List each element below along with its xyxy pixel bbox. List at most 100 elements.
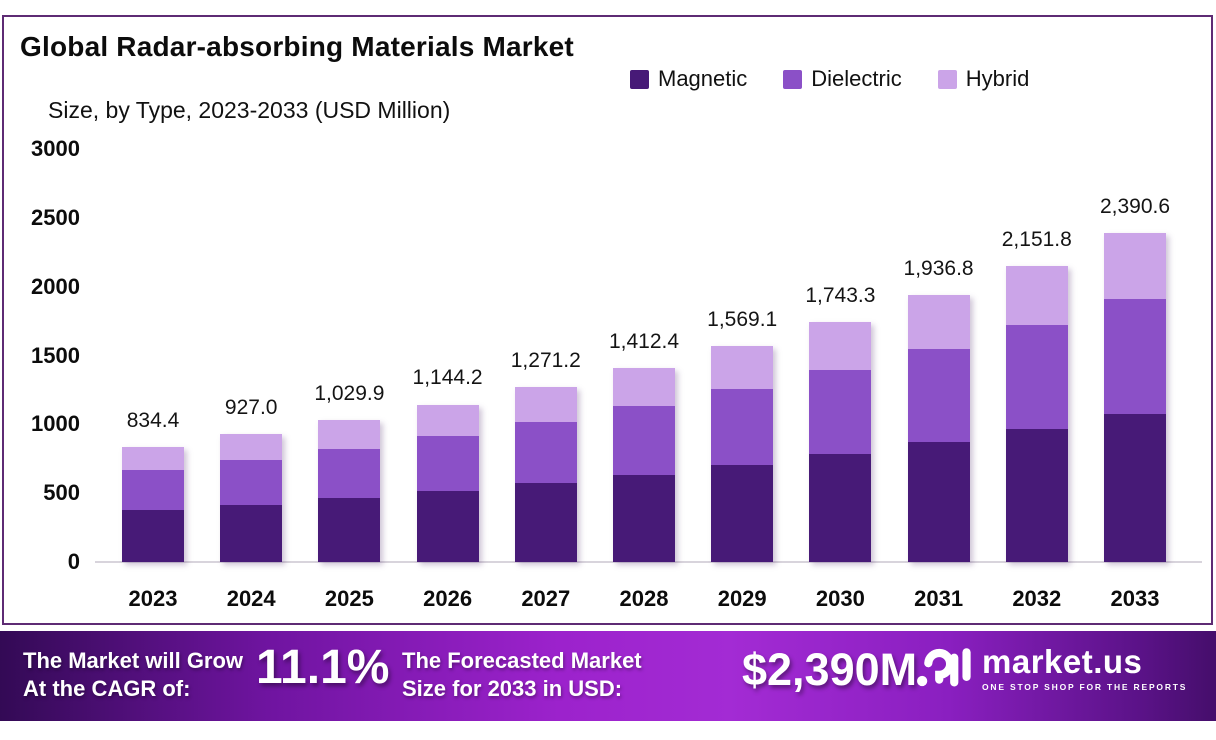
x-axis-label-2030: 2030 xyxy=(815,586,865,611)
y-axis-tick-1000: 1000 xyxy=(31,411,80,437)
bar-group-2033: 2,390.6 2033 xyxy=(1100,149,1170,611)
bar-segment-magnetic-2031 xyxy=(907,442,970,562)
bar-segment-dielectric-2025 xyxy=(318,448,381,499)
bar-segment-dielectric-2029 xyxy=(711,389,774,465)
total-label-2028: 1,412.4 xyxy=(608,329,680,353)
bar-segment-hybrid-2027 xyxy=(514,387,577,423)
y-axis-tick-2000: 2000 xyxy=(31,273,80,299)
bar-segment-dielectric-2031 xyxy=(907,348,970,443)
legend-swatch-dielectric xyxy=(783,69,803,89)
marketus-logo-tagline: ONE STOP SHOP FOR THE REPORTS xyxy=(982,682,1188,692)
x-axis-label-2025: 2025 xyxy=(324,586,374,611)
bar-segment-magnetic-2024 xyxy=(220,504,283,562)
bar-group-2025: 1,029.9 2025 xyxy=(314,149,384,611)
y-axis-tick-3000: 3000 xyxy=(31,136,80,161)
x-axis-label-2024: 2024 xyxy=(226,586,276,611)
bar-stack-2033 xyxy=(1104,232,1166,562)
total-label-2024: 927.0 xyxy=(224,396,278,420)
bar-segment-magnetic-2032 xyxy=(1005,428,1068,562)
y-axis-tick-500: 500 xyxy=(43,480,80,506)
bar-stack-2023 xyxy=(122,447,184,562)
footer-banner: The Market will Grow At the CAGR of: 11.… xyxy=(0,631,1216,721)
total-label-2023: 834.4 xyxy=(126,409,180,433)
marketus-logo-icon xyxy=(916,644,972,697)
x-axis-label-2031: 2031 xyxy=(914,586,964,611)
bar-stack-2028 xyxy=(613,367,675,562)
cagr-value: 11.1% xyxy=(256,641,390,694)
bar-segment-dielectric-2030 xyxy=(809,370,872,455)
bar-segment-hybrid-2023 xyxy=(122,447,184,471)
total-label-2025: 1,029.9 xyxy=(314,382,385,406)
x-axis-label-2033: 2033 xyxy=(1110,586,1160,611)
bar-segment-dielectric-2032 xyxy=(1005,325,1068,429)
bar-segment-dielectric-2023 xyxy=(122,470,184,511)
total-label-2031: 1,936.8 xyxy=(903,257,974,281)
bar-segment-hybrid-2032 xyxy=(1005,265,1068,326)
chart-legend: Magnetic Dielectric Hybrid xyxy=(630,66,1029,92)
marketus-logo-name: market.us xyxy=(982,643,1143,680)
bar-segment-hybrid-2033 xyxy=(1104,232,1166,299)
total-label-2027: 1,271.2 xyxy=(510,349,581,372)
bar-segment-magnetic-2026 xyxy=(416,491,479,562)
x-axis-label-2029: 2029 xyxy=(717,586,767,611)
forecast-label: The Forecasted Market Size for 2033 in U… xyxy=(402,647,642,703)
bar-group-2028: 1,412.4 2028 xyxy=(609,149,679,611)
bar-stack-2032 xyxy=(1005,265,1068,562)
total-label-2032: 2,151.8 xyxy=(1001,227,1072,251)
bar-segment-hybrid-2026 xyxy=(416,404,479,436)
legend-swatch-hybrid xyxy=(937,69,957,89)
bar-segment-magnetic-2033 xyxy=(1104,413,1166,562)
bar-segment-magnetic-2030 xyxy=(809,454,872,562)
forecast-value: $2,390M xyxy=(742,644,918,695)
bar-segment-hybrid-2025 xyxy=(318,420,381,449)
bar-segment-hybrid-2024 xyxy=(220,434,283,460)
chart-subtitle: Size, by Type, 2023-2033 (USD Million) xyxy=(48,97,451,123)
bar-stack-2024 xyxy=(220,434,283,562)
cagr-label-line2: At the CAGR of: xyxy=(23,676,191,701)
y-axis-tick-2500: 2500 xyxy=(31,204,80,230)
bar-segment-magnetic-2025 xyxy=(318,498,381,562)
total-label-2030: 1,743.3 xyxy=(805,284,876,308)
bar-group-2027: 1,271.2 2027 xyxy=(511,149,581,611)
bar-stack-2026 xyxy=(416,404,479,562)
bar-segment-dielectric-2026 xyxy=(416,436,479,492)
x-axis-label-2032: 2032 xyxy=(1012,586,1062,611)
bar-stack-2027 xyxy=(514,387,577,562)
bar-segment-magnetic-2029 xyxy=(711,464,774,562)
cagr-label-line1: The Market will Grow xyxy=(23,648,244,673)
legend-swatch-magnetic xyxy=(630,69,649,89)
bar-segment-hybrid-2028 xyxy=(613,367,675,407)
bar-group-2024: 927.0 2024 xyxy=(220,149,283,611)
bar-segment-dielectric-2024 xyxy=(220,459,283,505)
bar-stack-2029 xyxy=(711,346,774,562)
total-label-2033: 2,390.6 xyxy=(1099,194,1171,218)
legend-label: Dielectric xyxy=(811,66,902,91)
bar-stack-2031 xyxy=(907,295,970,562)
bar-segment-magnetic-2028 xyxy=(613,474,675,562)
bar-group-2031: 1,936.8 2031 xyxy=(904,149,974,611)
legend-item-hybrid: Hybrid xyxy=(937,66,1030,92)
plot-area: 834.4 2023 927.0 2024 1,029.9 2025 1,144.2 2026… xyxy=(95,149,1202,611)
bar-segment-hybrid-2029 xyxy=(711,346,774,390)
bar-segment-dielectric-2033 xyxy=(1104,298,1166,414)
x-axis-label-2027: 2027 xyxy=(521,586,571,611)
x-axis-label-2028: 2028 xyxy=(619,586,669,611)
y-axis-tick-1500: 1500 xyxy=(31,342,80,368)
forecast-label-line2: Size for 2033 in USD: xyxy=(402,676,623,701)
bar-segment-dielectric-2027 xyxy=(514,422,577,484)
bar-group-2023: 834.4 2023 xyxy=(122,149,184,611)
chart-card: Global Radar-absorbing Materials Market … xyxy=(2,15,1213,625)
legend-label: Hybrid xyxy=(965,66,1030,91)
x-axis-label-2023: 2023 xyxy=(128,586,178,611)
y-axis: 0 500 1000 1500 2000 2500 3000 xyxy=(4,136,84,574)
bar-group-2032: 2,151.8 2032 xyxy=(1002,149,1072,611)
cagr-label: The Market will Grow At the CAGR of: xyxy=(23,647,243,703)
bar-stack-2025 xyxy=(318,420,381,562)
total-label-2029: 1,569.1 xyxy=(707,308,778,331)
bar-segment-magnetic-2027 xyxy=(514,483,577,562)
bar-segment-dielectric-2028 xyxy=(613,406,675,475)
bar-group-2026: 1,144.2 2026 xyxy=(413,149,483,611)
legend-item-magnetic: Magnetic xyxy=(630,66,747,92)
y-axis-tick-0: 0 xyxy=(67,549,80,574)
